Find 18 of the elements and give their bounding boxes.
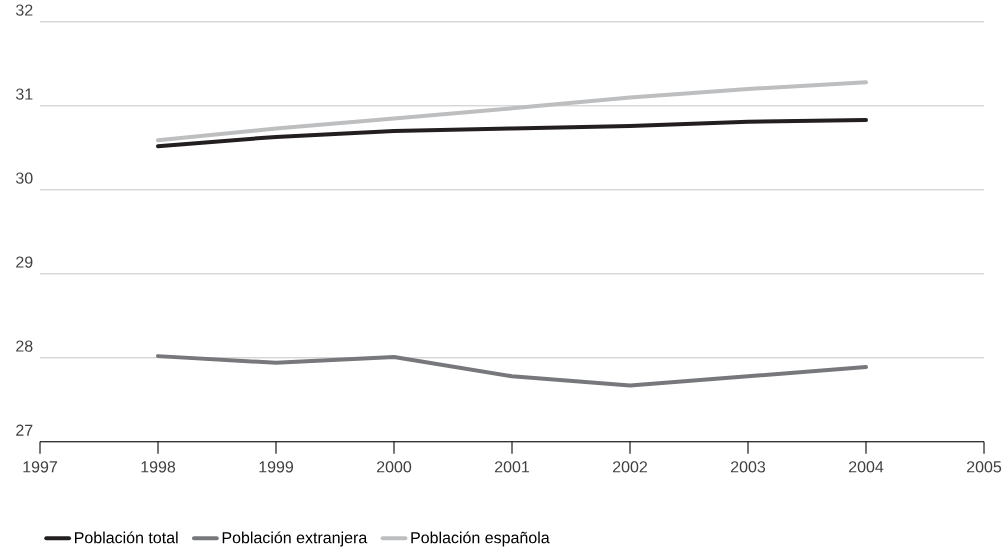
x-tick-label: 2004 — [849, 461, 884, 473]
legend-label: Población extranjera — [222, 531, 368, 547]
y-tick-label: 31 — [15, 88, 33, 100]
y-tick-label: 28 — [16, 340, 33, 352]
y-tick-label: 27 — [16, 424, 33, 436]
y-tick-label: 30 — [15, 172, 33, 184]
y-tick-label: 32 — [15, 4, 33, 16]
y-tick-label: 29 — [16, 256, 33, 268]
x-tick-label: 2002 — [613, 461, 647, 473]
legend-label: Población total — [75, 531, 178, 544]
x-tick-label: 1999 — [259, 461, 294, 473]
x-tick-label: 2005 — [967, 461, 1002, 473]
x-tick-label: 1998 — [141, 461, 176, 473]
x-tick-label: 2003 — [731, 461, 766, 473]
x-tick-label: 1997 — [23, 461, 57, 473]
x-tick-label: 2000 — [377, 461, 412, 473]
x-tick-label: 2001 — [495, 461, 530, 473]
legend-label: Población española — [411, 531, 550, 547]
